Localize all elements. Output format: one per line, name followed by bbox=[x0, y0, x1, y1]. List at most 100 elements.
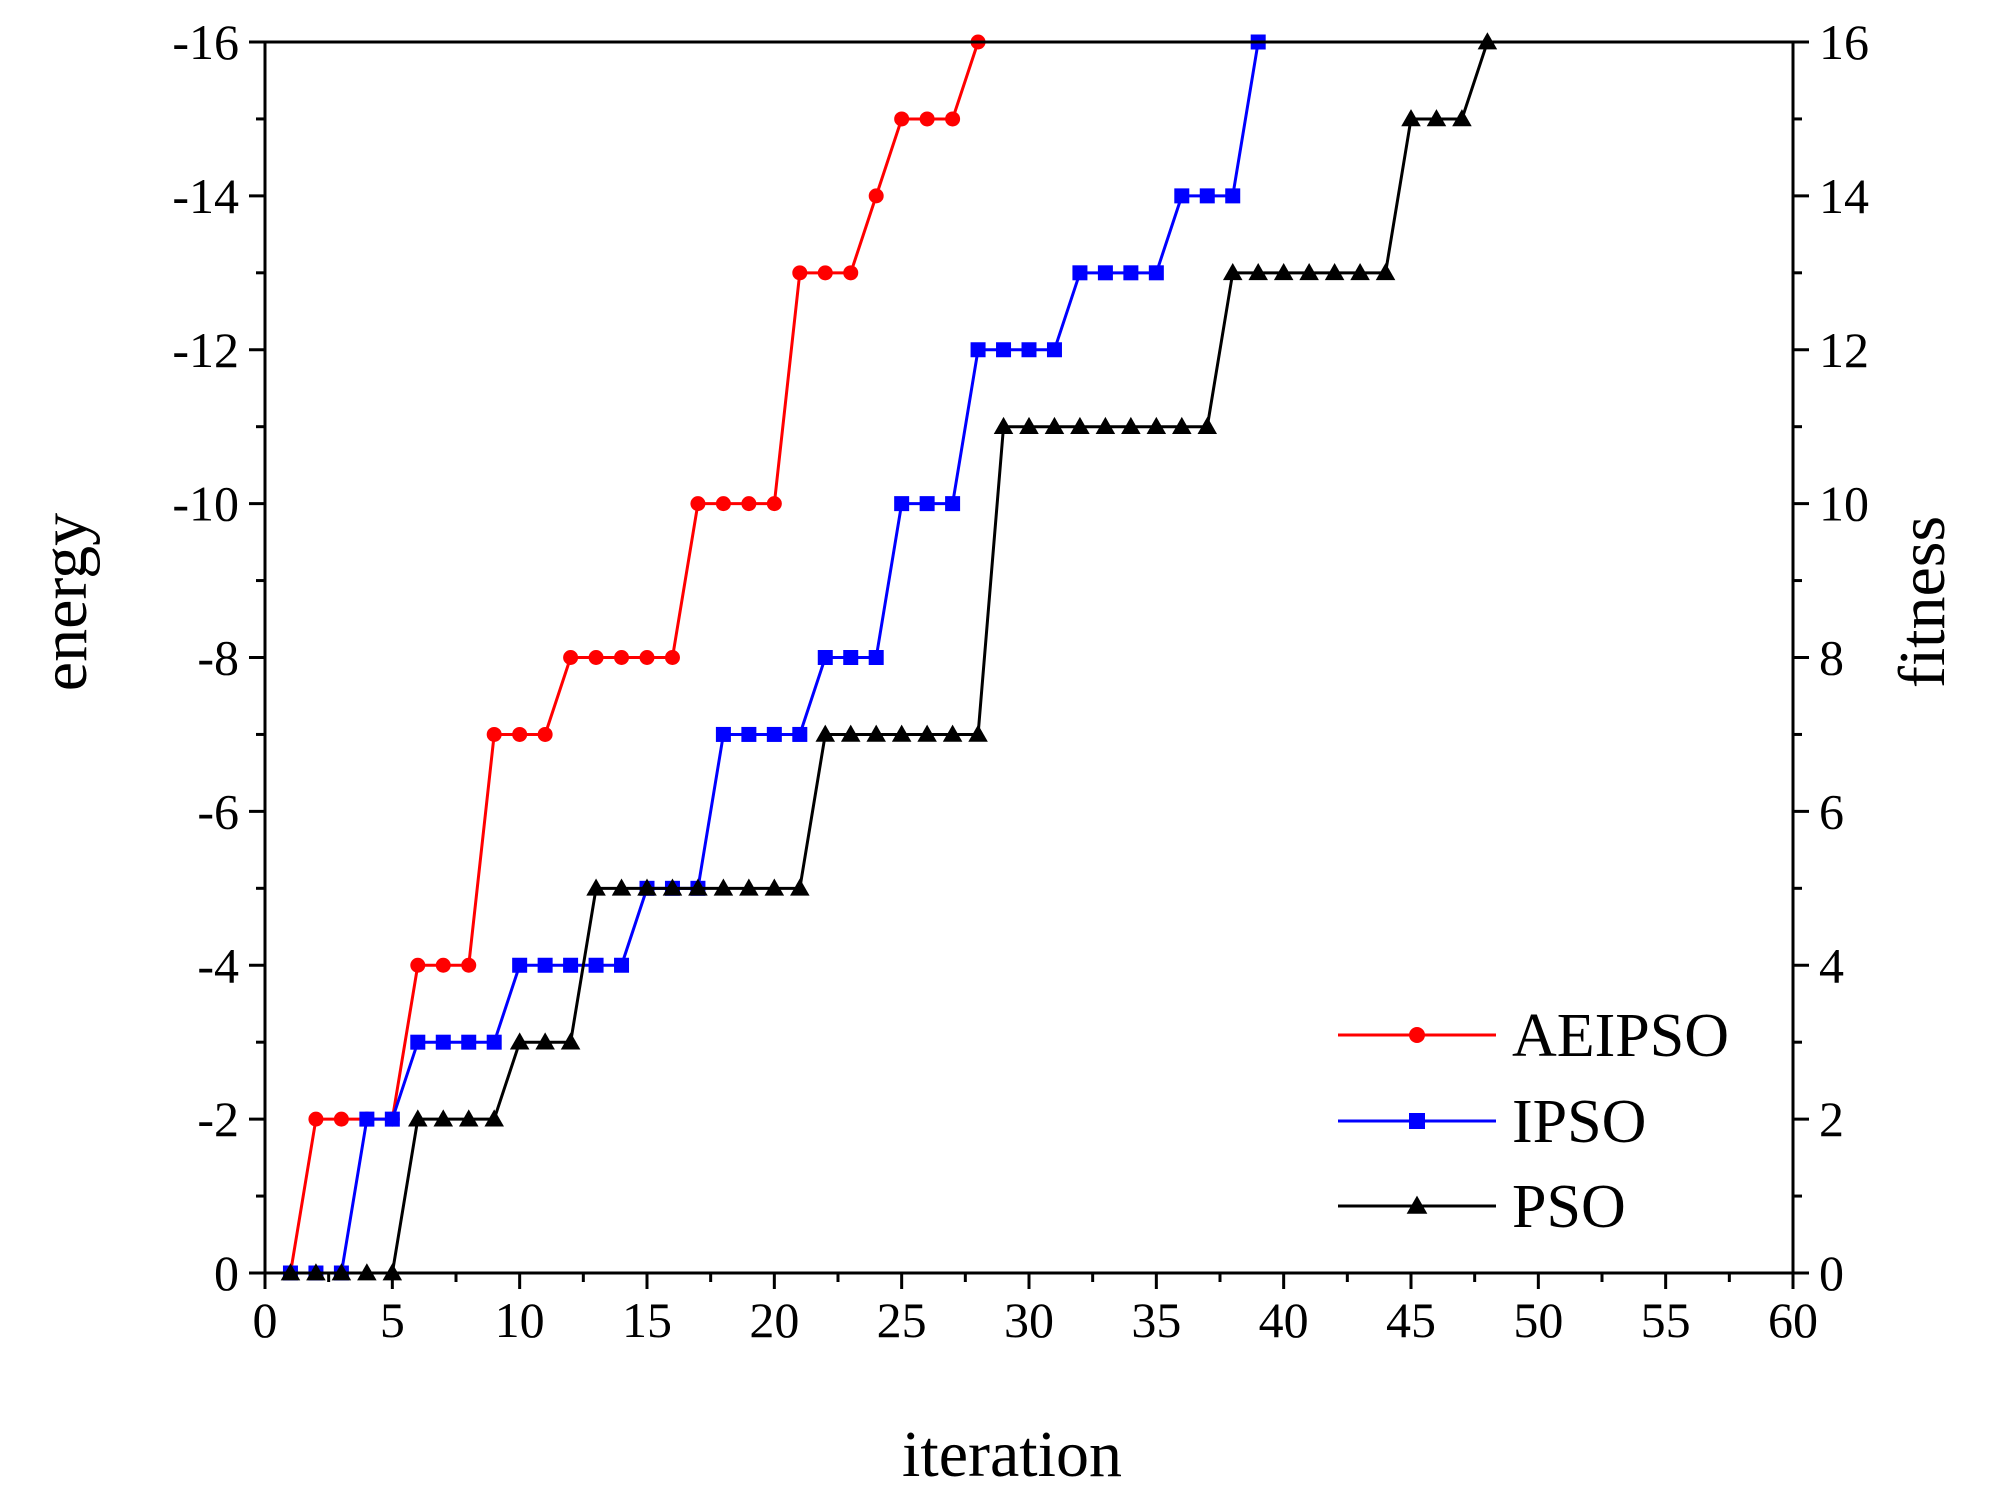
point-aeipso bbox=[563, 650, 579, 665]
point-pso bbox=[560, 1032, 581, 1050]
point-ipso bbox=[512, 957, 528, 973]
right-tick-label: 12 bbox=[1819, 322, 1869, 378]
point-aeipso bbox=[792, 265, 808, 281]
x-tick-label: 0 bbox=[253, 1292, 278, 1348]
point-aeipso bbox=[741, 496, 757, 512]
point-pso bbox=[611, 878, 632, 896]
point-aeipso bbox=[410, 957, 426, 973]
point-pso bbox=[688, 878, 708, 896]
point-pso bbox=[1095, 416, 1116, 435]
point-aeipso bbox=[766, 496, 782, 512]
point-ipso bbox=[868, 650, 884, 665]
right-tick-label: 4 bbox=[1819, 937, 1844, 993]
left-tick-label: -10 bbox=[172, 476, 239, 532]
point-ipso bbox=[1199, 188, 1215, 204]
x-tick-label: 55 bbox=[1641, 1292, 1691, 1348]
series-line-pso bbox=[290, 41, 1489, 1275]
left-axis-title: energy bbox=[28, 513, 101, 691]
x-tick-label: 25 bbox=[877, 1292, 927, 1348]
point-aeipso bbox=[664, 650, 680, 665]
x-tick-label: 60 bbox=[1768, 1292, 1818, 1348]
point-pso bbox=[1452, 109, 1472, 127]
point-aeipso bbox=[308, 1111, 324, 1127]
point-ipso bbox=[410, 1034, 426, 1050]
point-pso bbox=[1222, 263, 1243, 281]
point-pso bbox=[815, 724, 836, 742]
right-tick-label: 10 bbox=[1819, 476, 1869, 532]
point-aeipso bbox=[537, 726, 553, 742]
point-pso bbox=[433, 1109, 454, 1127]
series-ipso bbox=[282, 34, 1266, 1281]
point-ipso bbox=[715, 726, 731, 742]
legend-label-pso: PSO bbox=[1512, 1173, 1626, 1241]
point-aeipso bbox=[715, 496, 731, 512]
point-pso bbox=[1248, 263, 1268, 281]
series-line-aeipso bbox=[288, 41, 980, 1274]
point-ipso bbox=[1225, 188, 1241, 204]
point-pso bbox=[1273, 263, 1294, 281]
point-ipso bbox=[563, 957, 579, 973]
point-aeipso bbox=[486, 726, 502, 742]
point-ipso bbox=[996, 342, 1012, 358]
point-pso bbox=[509, 1032, 530, 1050]
point-ipso bbox=[614, 957, 630, 973]
legend: AEIPSO IPSO PSO bbox=[1338, 1002, 1729, 1241]
point-pso bbox=[1324, 263, 1345, 281]
point-aeipso bbox=[817, 265, 833, 281]
legend-item-pso: PSO bbox=[1338, 1173, 1626, 1241]
point-aeipso bbox=[868, 188, 884, 204]
right-axis-title: fitness bbox=[1886, 516, 1959, 688]
point-pso bbox=[484, 1109, 504, 1127]
x-tick-label: 15 bbox=[622, 1292, 672, 1348]
point-aeipso bbox=[461, 957, 477, 973]
legend-marker-ipso bbox=[1409, 1113, 1425, 1129]
x-tick-label: 30 bbox=[1004, 1292, 1054, 1348]
point-pso bbox=[1044, 416, 1065, 435]
x-tick-label: 10 bbox=[495, 1292, 545, 1348]
point-pso bbox=[1375, 263, 1396, 281]
right-tick-label: 16 bbox=[1819, 14, 1869, 70]
point-pso bbox=[637, 878, 657, 896]
series-pso bbox=[280, 32, 1498, 1281]
point-pso bbox=[993, 416, 1014, 435]
point-ipso bbox=[741, 726, 757, 742]
point-ipso bbox=[894, 496, 910, 512]
series-layer bbox=[280, 32, 1498, 1281]
point-ipso bbox=[537, 957, 553, 973]
x-tick-label: 20 bbox=[749, 1292, 799, 1348]
right-tick-label: 14 bbox=[1819, 168, 1869, 224]
left-tick-label: -4 bbox=[197, 937, 239, 993]
point-pso bbox=[1401, 109, 1421, 127]
ticks-layer: 0 5 10 15 20 25 30 35 40 45 50 55 600-2-4-6-8-10-12-… bbox=[172, 14, 1869, 1348]
x-tick-label: 50 bbox=[1513, 1292, 1563, 1348]
legend-marker-pso bbox=[1406, 1195, 1428, 1214]
point-pso bbox=[942, 724, 963, 742]
point-pso bbox=[866, 724, 886, 742]
point-aeipso bbox=[333, 1111, 349, 1127]
point-ipso bbox=[1046, 342, 1062, 358]
x-axis-title: iteration bbox=[902, 1418, 1122, 1491]
point-ipso bbox=[1021, 342, 1037, 358]
right-tick-label: 0 bbox=[1819, 1245, 1844, 1301]
point-ipso bbox=[1148, 265, 1164, 281]
legend-label-aeipso: AEIPSO bbox=[1512, 1002, 1729, 1070]
point-aeipso bbox=[512, 726, 528, 742]
left-tick-label: -12 bbox=[172, 322, 239, 378]
point-ipso bbox=[359, 1111, 375, 1127]
series-line-ipso bbox=[290, 41, 1260, 1275]
right-tick-label: 6 bbox=[1819, 783, 1844, 839]
legend-marker-aeipso bbox=[1409, 1027, 1425, 1043]
right-tick-label: 8 bbox=[1819, 630, 1844, 686]
point-aeipso bbox=[843, 265, 859, 281]
point-pso bbox=[458, 1109, 479, 1127]
point-ipso bbox=[970, 342, 986, 358]
point-aeipso bbox=[919, 111, 935, 127]
point-pso bbox=[535, 1032, 555, 1050]
point-aeipso bbox=[690, 496, 706, 512]
right-tick-label: 2 bbox=[1819, 1091, 1844, 1147]
point-ipso bbox=[461, 1034, 477, 1050]
point-pso bbox=[764, 878, 785, 896]
legend-label-ipso: IPSO bbox=[1512, 1088, 1646, 1156]
point-pso bbox=[1019, 416, 1039, 435]
